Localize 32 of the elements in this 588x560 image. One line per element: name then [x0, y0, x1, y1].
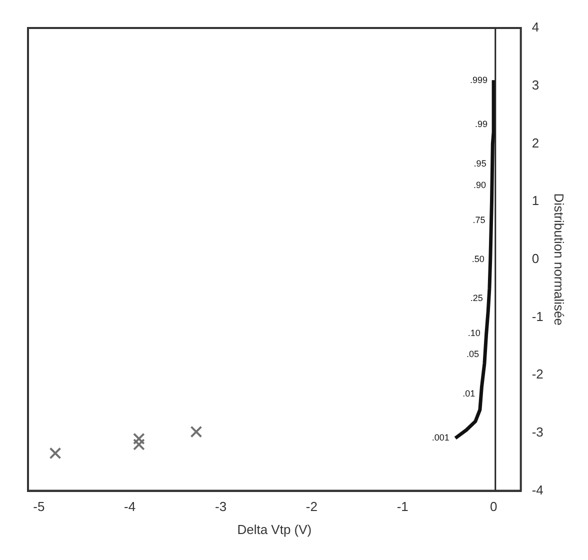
x-tick-label: -4 — [124, 499, 136, 514]
y-tick-label: 2 — [532, 135, 540, 150]
point — [132, 432, 145, 445]
x-axis-title: Delta Vtp (V) — [237, 522, 312, 537]
x-tick-label: -2 — [306, 499, 318, 514]
x-tick-label: 0 — [490, 499, 498, 514]
x-tick-label: -1 — [396, 499, 408, 514]
point — [49, 447, 62, 460]
x-tick-label: -5 — [33, 499, 45, 514]
y-tick-label: 1 — [532, 193, 540, 208]
annotation: .01 — [462, 388, 476, 399]
annotation: .95 — [474, 158, 486, 169]
point — [190, 426, 202, 438]
annotation: .999 — [470, 75, 488, 86]
y-tick-label: 0 — [532, 250, 540, 266]
y-tick-label: -1 — [532, 308, 544, 324]
y-tick-label: -4 — [532, 482, 544, 498]
y-tick-label: -3 — [532, 424, 544, 440]
y-tick-label: 4 — [532, 20, 540, 35]
annotation: .99 — [475, 119, 488, 130]
annotation: .50 — [472, 254, 484, 264]
y-tick-label: -2 — [532, 366, 544, 382]
annotation: .05 — [466, 349, 480, 360]
x-tick-label: -3 — [214, 499, 227, 514]
point — [132, 438, 145, 450]
annotation: .001 — [432, 432, 450, 443]
annotation: .90 — [474, 180, 486, 190]
y-tick-label: 3 — [532, 77, 540, 92]
annotation: .10 — [468, 328, 480, 338]
annotation: .25 — [470, 292, 483, 303]
y-axis-title: Distribution normalisée — [552, 193, 567, 326]
annotation: .75 — [472, 214, 486, 225]
